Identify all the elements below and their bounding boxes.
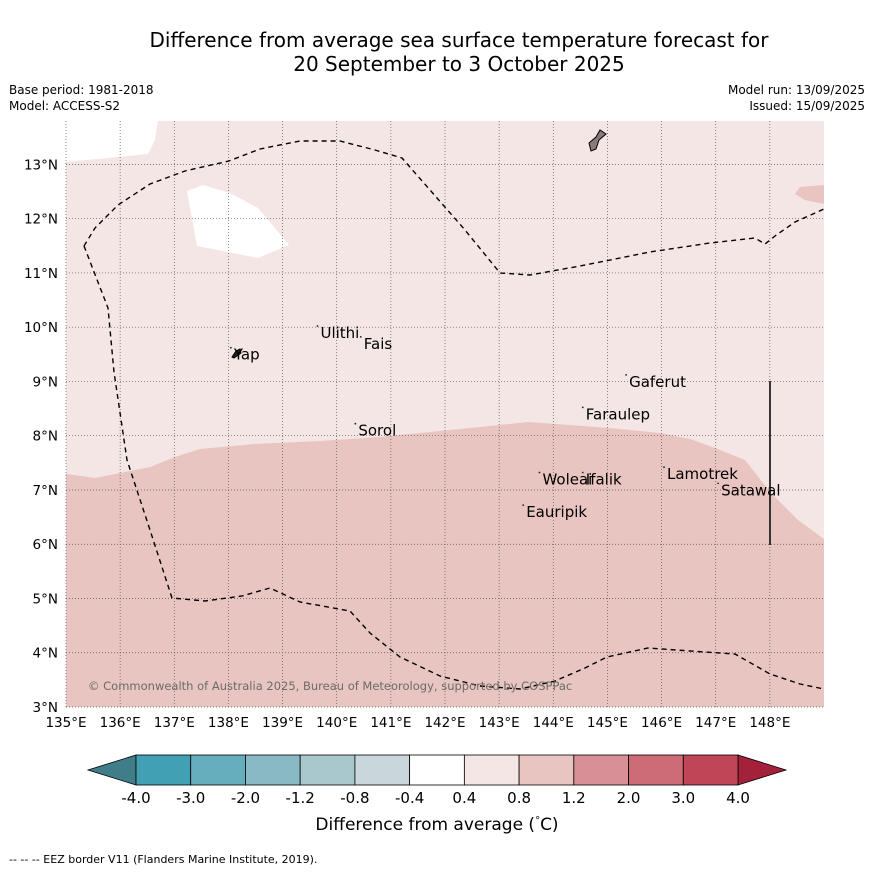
neutral-patch-northwest: [66, 121, 158, 162]
longitude-tick-label: 144°E: [533, 715, 574, 731]
place-label: Satawal: [721, 481, 780, 499]
colorbar-segment: [354, 754, 411, 786]
neutral-patch-north: [187, 185, 289, 258]
colorbar: -4.0 -3.0 -2.0 -1.2 -0.8 -0.4 0.4 0.8 1.2 2.0 3.0 4…: [86, 754, 788, 807]
colorbar-segment: [190, 754, 246, 786]
colorbar-tick-label: -2.0: [231, 789, 260, 807]
colorbar-tick-label: 0.4: [452, 789, 476, 807]
colorbar-title: Difference from average (°C): [315, 815, 559, 835]
island-dot: [229, 346, 232, 349]
longitude-tick-label: 138°E: [208, 715, 249, 731]
colorbar-tick-label: 4.0: [726, 789, 750, 807]
colorbar-segment: [299, 754, 356, 786]
place-label: Sorol: [358, 422, 396, 440]
title-line-1: Difference from average sea surface temp…: [149, 28, 769, 52]
colorbar-segment: [628, 754, 684, 786]
latitude-tick-label: 8°N: [33, 429, 58, 445]
island-dot: [538, 471, 541, 474]
place-label: Ulithi: [320, 324, 359, 342]
copyright-text: © Commonwealth of Australia 2025, Bureau…: [88, 679, 572, 693]
longitude-tick-label: 147°E: [695, 715, 736, 731]
latitude-tick-label: 12°N: [24, 212, 58, 228]
longitude-tick-label: 139°E: [262, 715, 303, 731]
longitude-tick-label: 146°E: [641, 715, 682, 731]
longitude-tick-label: 135°E: [45, 715, 86, 731]
place-label: Faraulep: [586, 405, 650, 423]
latitude-tick-label: 7°N: [33, 483, 58, 499]
place-label: Yap: [233, 346, 260, 364]
model-run: Model run: 13/09/2025: [727, 83, 865, 97]
yap-island: [231, 348, 242, 359]
colorbar-segment: [682, 754, 739, 786]
place-labels: Ulithi Fais Yap Gaferut Faraulep Sorol Lamotre…: [229, 324, 781, 521]
longitude-tick-label: 143°E: [479, 715, 520, 731]
longitude-tick-label: 136°E: [100, 715, 141, 731]
latitude-tick-label: 4°N: [33, 646, 58, 662]
colorbar-tick-label: 2.0: [617, 789, 641, 807]
colorbar-tick-label: -0.8: [340, 789, 369, 807]
latitude-tick-label: 5°N: [33, 591, 58, 607]
longitude-labels: 135°E 136°E 137°E 138°E 139°E 140°E 141°E 142°E…: [45, 715, 790, 731]
latitude-tick-label: 11°N: [24, 266, 58, 282]
island-dot: [522, 504, 525, 506]
base-period: Base period: 1981-2018: [9, 83, 154, 97]
longitude-tick-label: 145°E: [587, 715, 628, 731]
colorbar-tick-label: -3.0: [176, 789, 205, 807]
place-label: Woleai: [542, 471, 592, 489]
island-dot: [581, 406, 584, 409]
longitude-tick-label: 137°E: [154, 715, 195, 731]
place-label: Eauripik: [526, 503, 587, 521]
colorbar-segment: [573, 754, 629, 786]
anomaly-zone-0.8-1.2: [66, 422, 824, 707]
island-dot: [581, 471, 584, 474]
latitude-tick-label: 9°N: [33, 374, 58, 390]
eez-legend-note: -- -- -- EEZ border V11 (Flanders Marine…: [9, 853, 318, 866]
colorbar-segment: [245, 754, 301, 786]
colorbar-tick-label: 1.2: [562, 789, 586, 807]
island-dot: [359, 335, 362, 338]
latitude-tick-label: 6°N: [33, 537, 58, 553]
colorbar-tick-label: -1.2: [286, 789, 315, 807]
colorbar-tick-label: 3.0: [671, 789, 695, 807]
graticule: [65, 121, 824, 708]
anomaly-patch-east: [795, 185, 824, 204]
title-line-2: 20 September to 3 October 2025: [293, 52, 625, 76]
meta-right: Model run: 13/09/2025 Issued: 15/09/2025: [728, 82, 865, 114]
eez-border-north: [83, 140, 825, 276]
colorbar-tick-label: -0.4: [395, 789, 424, 807]
colorbar-segment: [463, 754, 520, 786]
meta-left: Base period: 1981-2018 Model: ACCESS-S2: [9, 82, 154, 114]
colorbar-segment: [409, 754, 465, 786]
place-label: Gaferut: [629, 373, 686, 391]
island-dot: [663, 466, 665, 469]
latitude-labels: 3°N 4°N 5°N 6°N 7°N 8°N 9°N 10°N 11°N 12°N 13°N: [24, 157, 58, 716]
latitude-tick-label: 13°N: [24, 157, 58, 173]
colorbar-over-arrow: [737, 754, 788, 786]
model-name: Model: ACCESS-S2: [9, 99, 121, 113]
place-label: Ifalik: [586, 471, 622, 489]
colorbar-under-arrow: [86, 754, 137, 786]
island-dot: [625, 373, 627, 376]
island-dot: [354, 422, 357, 425]
longitude-tick-label: 140°E: [316, 715, 357, 731]
place-label: Lamotrek: [667, 465, 738, 483]
eez-border: [83, 245, 825, 690]
colorbar-tick-label: 0.8: [507, 789, 531, 807]
issued-date: Issued: 15/09/2025: [749, 99, 865, 113]
longitude-tick-label: 142°E: [424, 715, 465, 731]
guam-island: [588, 129, 607, 152]
colorbar-tick-label: -4.0: [121, 789, 150, 807]
longitude-tick-label: 141°E: [370, 715, 411, 731]
longitude-tick-label: 148°E: [749, 715, 790, 731]
latitude-tick-label: 10°N: [24, 320, 58, 336]
colorbar-segment: [518, 754, 575, 786]
island-dot: [717, 482, 720, 485]
island-dot: [316, 325, 319, 327]
chart-title: Difference from average sea surface temp…: [0, 28, 873, 76]
place-label: Fais: [364, 335, 393, 353]
colorbar-segment: [135, 754, 192, 786]
latitude-tick-label: 3°N: [33, 700, 58, 716]
